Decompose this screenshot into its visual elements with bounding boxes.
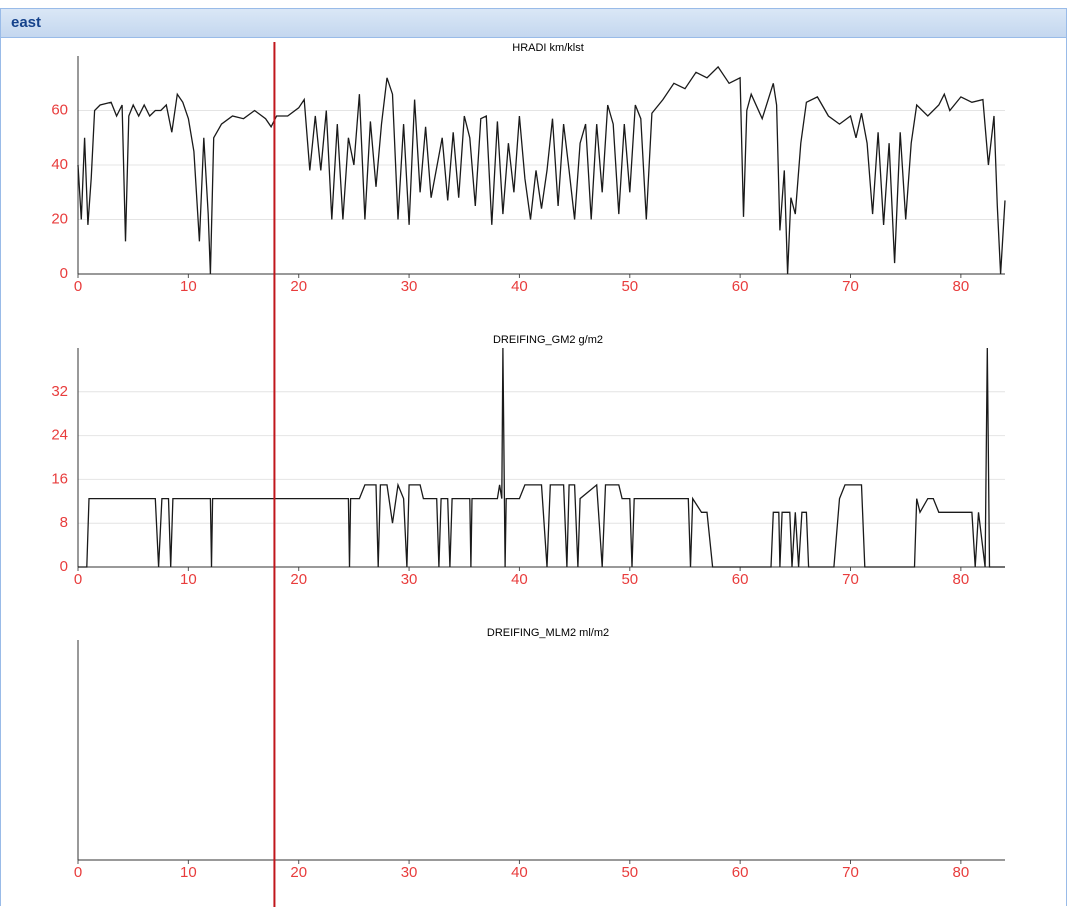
x-tick-label: 0 (74, 864, 82, 881)
y-tick-label: 24 (51, 427, 68, 444)
x-tick-label: 30 (401, 571, 418, 588)
x-tick-label: 40 (511, 571, 528, 588)
x-tick-label: 30 (401, 278, 418, 295)
x-tick-label: 70 (842, 278, 859, 295)
y-tick-label: 16 (51, 470, 68, 487)
x-tick-label: 70 (842, 864, 859, 881)
x-tick-label: 80 (953, 571, 970, 588)
x-tick-label: 30 (401, 864, 418, 881)
x-tick-label: 50 (621, 864, 638, 881)
y-tick-label: 8 (60, 514, 68, 531)
chart-title: DREIFING_MLM2 ml/m2 (487, 627, 609, 639)
x-tick-label: 80 (953, 864, 970, 881)
x-tick-label: 60 (732, 278, 749, 295)
panel-title: east (1, 9, 1066, 38)
x-tick-label: 50 (621, 571, 638, 588)
x-tick-label: 0 (74, 278, 82, 295)
y-tick-label: 60 (51, 101, 68, 118)
x-tick-label: 20 (290, 864, 307, 881)
x-tick-label: 50 (621, 278, 638, 295)
y-tick-label: 20 (51, 210, 68, 227)
data-line (78, 347, 1005, 568)
y-tick-label: 0 (60, 265, 68, 282)
panel: east (0, 8, 1067, 906)
x-tick-label: 60 (732, 864, 749, 881)
y-tick-label: 32 (51, 383, 68, 400)
x-tick-label: 40 (511, 864, 528, 881)
x-tick-label: 70 (842, 571, 859, 588)
data-line (77, 65, 1006, 275)
x-tick-label: 10 (180, 571, 197, 588)
x-tick-label: 0 (74, 571, 82, 588)
chart-title: HRADI km/klst (512, 42, 584, 54)
y-tick-label: 40 (51, 156, 68, 173)
x-tick-label: 60 (732, 571, 749, 588)
x-tick-label: 40 (511, 278, 528, 295)
y-tick-label: 0 (60, 558, 68, 575)
x-tick-label: 10 (180, 864, 197, 881)
x-tick-label: 10 (180, 278, 197, 295)
x-tick-label: 20 (290, 278, 307, 295)
x-tick-label: 20 (290, 571, 307, 588)
chart-title: DREIFING_GM2 g/m2 (493, 334, 603, 346)
x-tick-label: 80 (953, 278, 970, 295)
